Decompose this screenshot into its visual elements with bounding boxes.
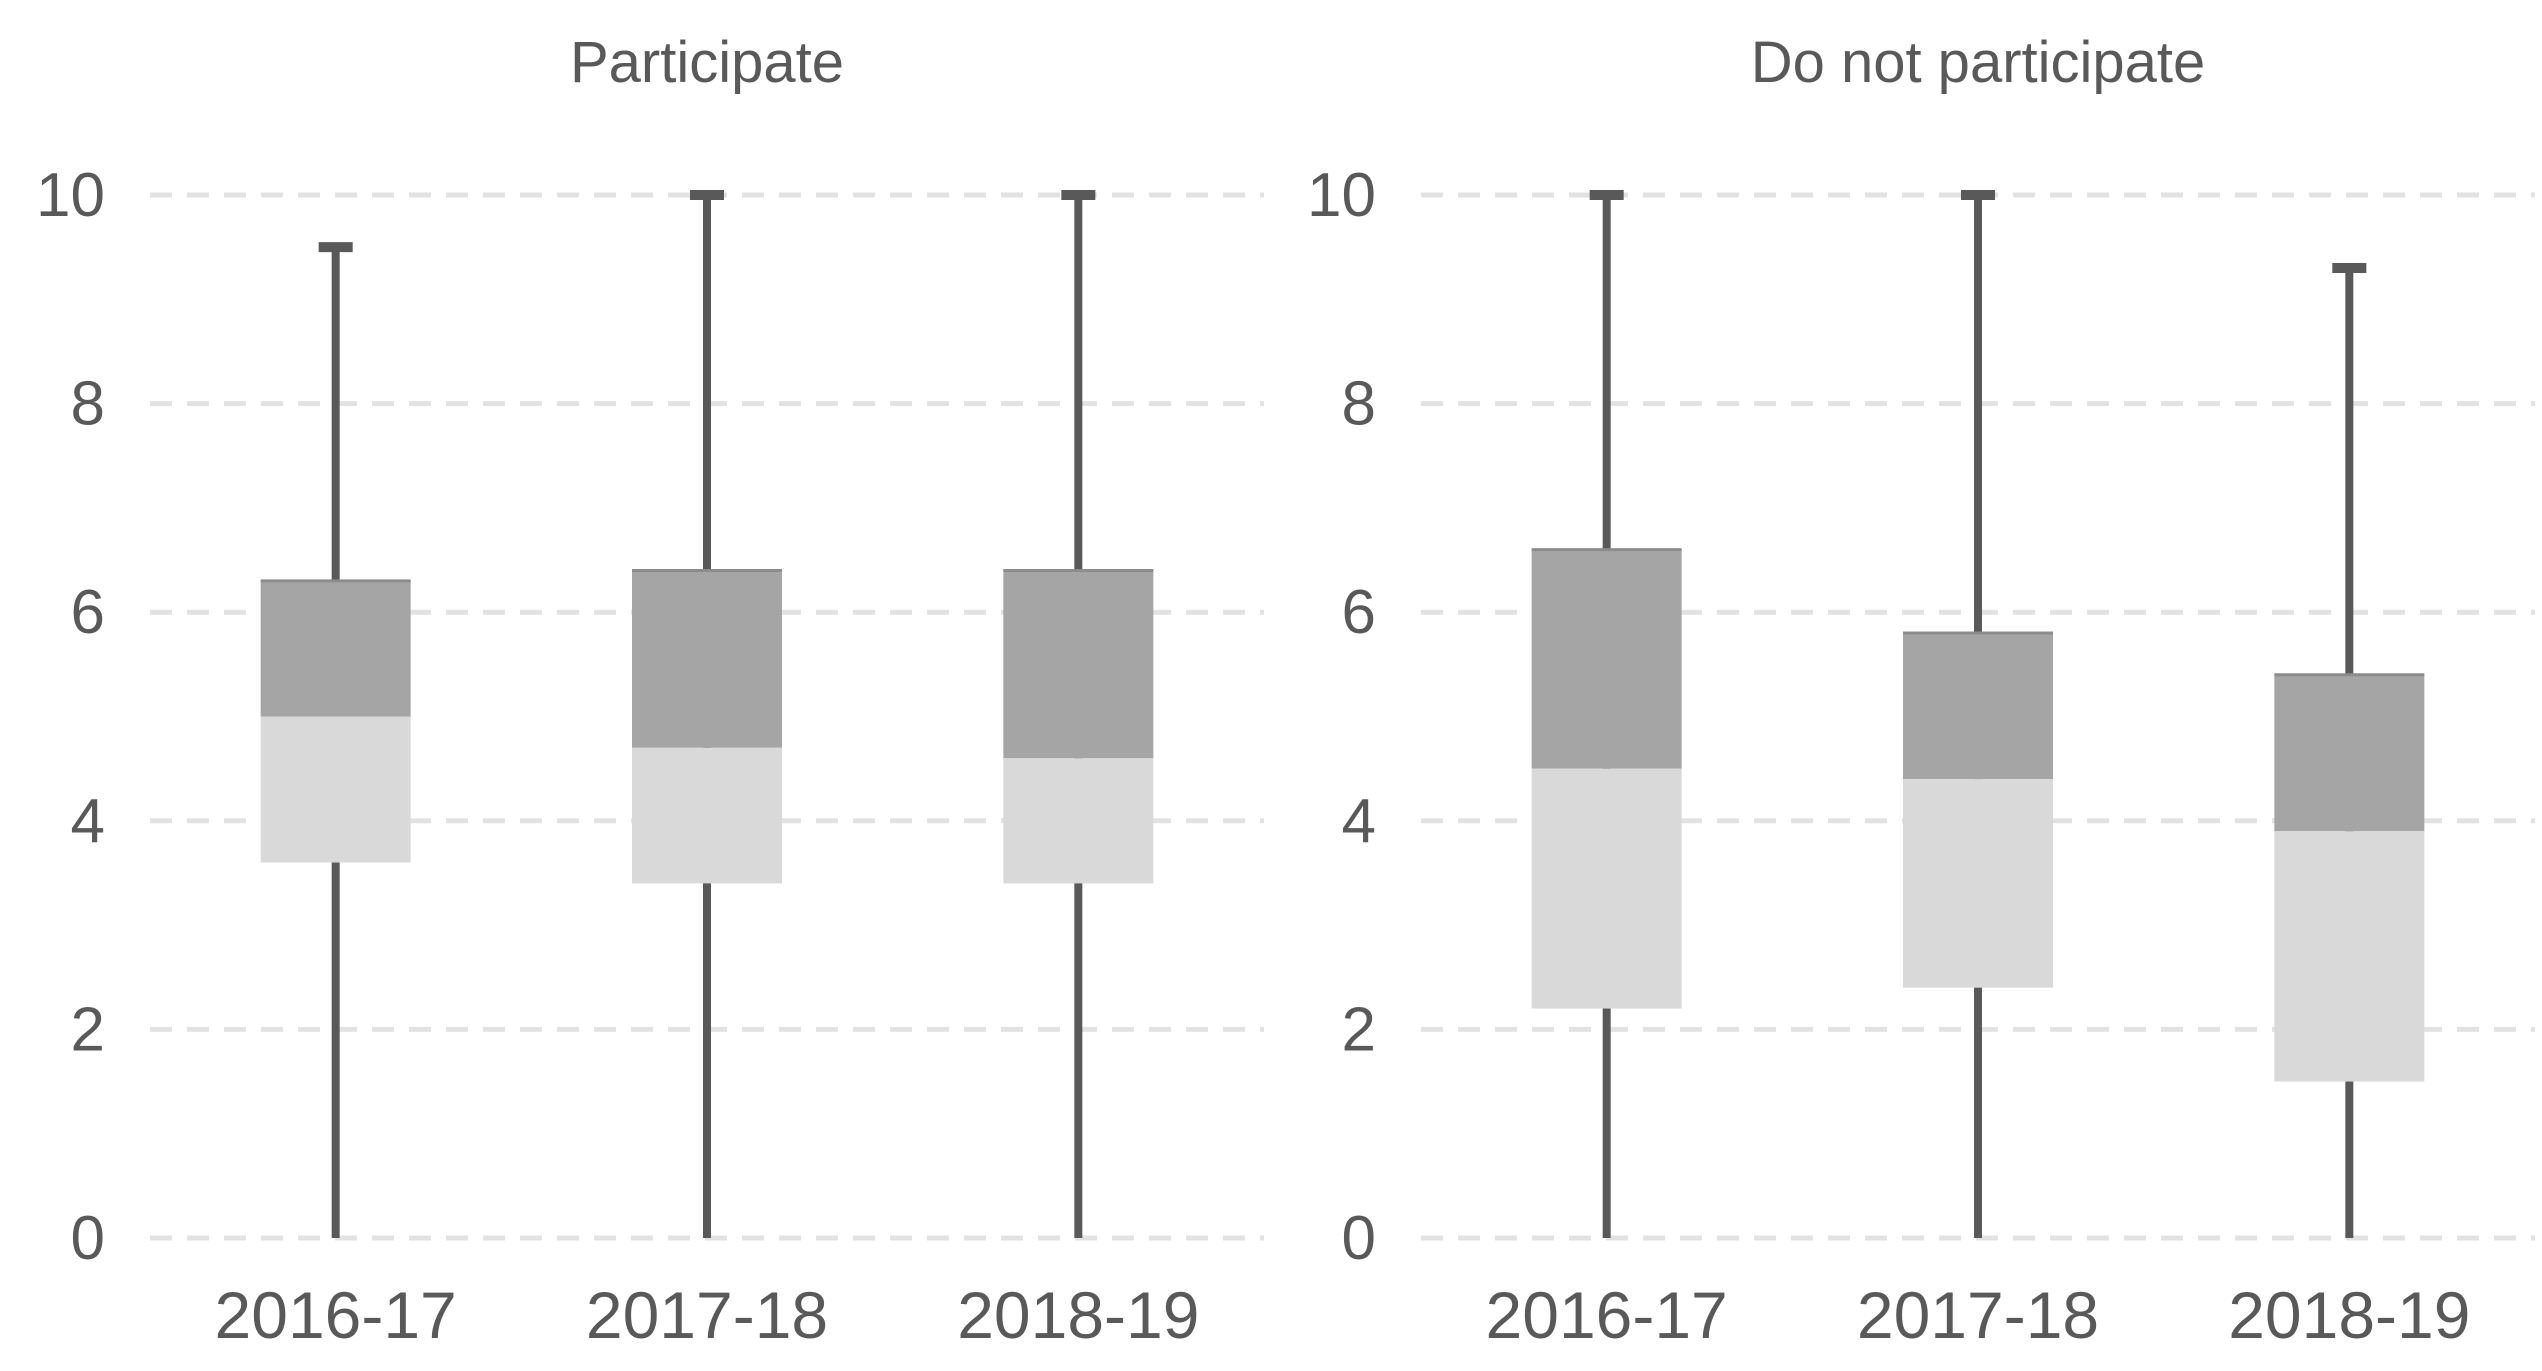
x-category-label: 2016-17 — [1486, 1278, 1728, 1352]
y-tick-label: 4 — [1342, 787, 1376, 856]
y-tick-label: 8 — [1342, 370, 1376, 439]
box-upper-quartile — [1531, 549, 1682, 769]
box-upper-quartile — [2274, 674, 2425, 832]
y-tick-label: 10 — [36, 161, 105, 230]
box-lower-quartile — [1903, 779, 2053, 988]
box-lower-quartile — [2274, 831, 2425, 1082]
y-tick-label: 0 — [71, 1204, 105, 1273]
box-upper-quartile — [1003, 570, 1154, 759]
y-tick-label: 6 — [1342, 578, 1376, 647]
box-upper-quartile — [260, 580, 411, 717]
y-tick-label: 10 — [1307, 161, 1376, 230]
y-tick-label: 8 — [71, 370, 105, 439]
box-lower-quartile — [632, 747, 782, 884]
y-tick-label: 6 — [71, 578, 105, 647]
box-lower-quartile — [260, 716, 411, 863]
y-tick-label: 0 — [1342, 1204, 1376, 1273]
box-upper-quartile — [632, 570, 782, 748]
panel-participate: Participate 0 2 4 6 8 10 2016-17 2017-18 2018-19 — [36, 30, 1264, 1352]
box-lower-quartile — [1003, 758, 1154, 884]
y-tick-label: 4 — [71, 787, 105, 856]
box-lower-quartile — [1531, 768, 1682, 1009]
y-tick-label: 2 — [71, 995, 105, 1064]
box-upper-quartile — [1903, 633, 2053, 780]
x-category-label: 2016-17 — [215, 1278, 457, 1352]
x-category-label: 2017-18 — [586, 1278, 828, 1352]
x-category-label: 2018-19 — [957, 1278, 1199, 1352]
y-tick-label: 2 — [1342, 995, 1376, 1064]
x-category-label: 2017-18 — [1857, 1278, 2099, 1352]
x-category-label: 2018-19 — [2228, 1278, 2470, 1352]
chart-title: Do not participate — [1751, 30, 2206, 95]
chart-title: Participate — [570, 30, 844, 95]
panel-do-not-participate: Do not participate 0 2 4 6 8 10 2016-17 2017-18 2… — [1307, 30, 2535, 1352]
